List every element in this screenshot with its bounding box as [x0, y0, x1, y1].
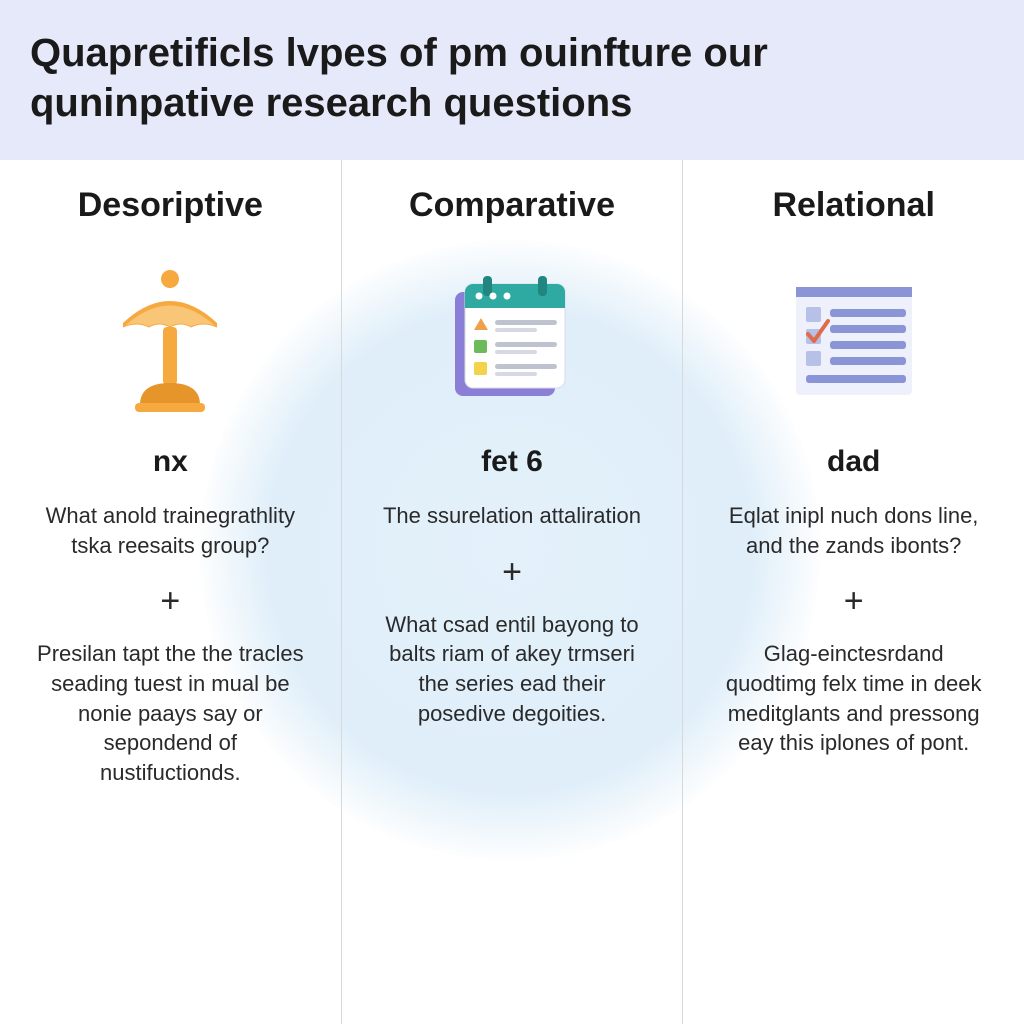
plus-divider: + [713, 582, 994, 621]
umbrella-lamp-icon [30, 265, 311, 415]
column-comparative: Comparative [341, 160, 683, 1024]
column-desc1: What anold trainegrathlity tska reesaits… [30, 501, 311, 560]
page-title: Quapretificls lvpes of pm ouinfture our … [30, 28, 994, 128]
column-subtitle: fet 6 [372, 445, 653, 479]
column-desc1: The ssurelation attaliration [372, 501, 653, 531]
column-descriptive: Desoriptive nx What anold trainegrathlit… [0, 160, 341, 1024]
column-desc1: Eqlat inipl nuch dons line, and the zand… [713, 501, 994, 560]
column-relational: Relational dad Eqlat inipl nuch dons lin… [682, 160, 1024, 1024]
header-banner: Quapretificls lvpes of pm ouinfture our … [0, 0, 1024, 160]
checklist-icon [713, 265, 994, 415]
plus-divider: + [372, 553, 653, 592]
column-desc2: What csad entil bayong to balts riam of … [372, 610, 653, 729]
column-subtitle: nx [30, 445, 311, 479]
column-desc2: Glag-einctesrdand quodtimg felx time in … [713, 639, 994, 758]
column-title: Relational [713, 186, 994, 225]
columns-container: Desoriptive nx What anold trainegrathlit… [0, 160, 1024, 1024]
column-title: Desoriptive [30, 186, 311, 225]
column-subtitle: dad [713, 445, 994, 479]
plus-divider: + [30, 582, 311, 621]
column-title: Comparative [372, 186, 653, 225]
calendar-chart-icon [372, 265, 653, 415]
column-desc2: Presilan tapt the the tracles seading tu… [30, 639, 311, 787]
